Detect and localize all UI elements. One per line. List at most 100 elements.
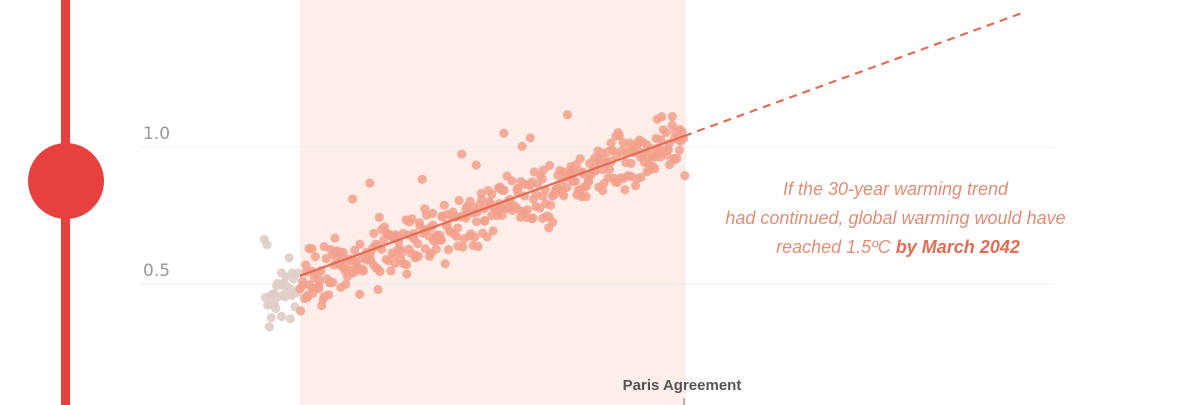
trend-line-projection — [683, 12, 1023, 138]
data-point-early — [262, 239, 272, 250]
data-point — [413, 239, 423, 249]
data-point — [657, 112, 667, 122]
data-point-early — [271, 303, 281, 314]
data-point — [537, 174, 547, 184]
data-point — [650, 164, 660, 174]
data-point — [605, 164, 615, 174]
data-point — [373, 284, 383, 295]
data-point — [431, 244, 441, 254]
data-point — [301, 260, 311, 270]
data-point — [295, 306, 306, 316]
data-point — [598, 186, 608, 196]
data-point — [575, 154, 585, 164]
data-point — [457, 149, 467, 159]
data-point — [341, 279, 351, 290]
data-point — [451, 231, 461, 242]
data-point — [315, 275, 325, 286]
annotation-highlight: by March 2042 — [896, 237, 1020, 257]
data-point — [453, 223, 463, 233]
data-point — [544, 160, 555, 171]
y-tick-label-1.0: 1.0 — [143, 124, 170, 144]
data-point — [470, 232, 480, 242]
y-tick-label-0.5: 0.5 — [143, 261, 170, 281]
data-point — [522, 205, 532, 215]
data-point-early — [280, 272, 291, 282]
data-point — [350, 245, 360, 255]
data-point — [477, 194, 487, 205]
data-point — [365, 178, 375, 188]
data-point — [355, 289, 365, 299]
data-point-early — [266, 312, 276, 323]
data-point — [454, 195, 464, 206]
data-point — [440, 259, 450, 269]
data-point — [338, 247, 348, 258]
data-point — [525, 133, 535, 143]
data-point — [667, 112, 677, 122]
data-point — [499, 185, 509, 195]
data-point — [386, 266, 396, 276]
data-point — [348, 194, 358, 204]
data-point — [661, 127, 671, 138]
data-point — [307, 244, 317, 254]
timeline-marker[interactable] — [28, 143, 104, 219]
data-point — [517, 141, 527, 151]
data-point — [443, 244, 454, 255]
data-point — [355, 239, 365, 249]
data-point — [548, 217, 558, 227]
data-point — [487, 189, 497, 199]
data-point — [630, 181, 641, 191]
data-point — [562, 110, 573, 120]
data-point — [562, 182, 572, 193]
data-point — [402, 269, 412, 279]
data-point — [559, 191, 569, 201]
data-point — [428, 208, 438, 218]
data-point-early — [276, 311, 287, 322]
data-point — [636, 172, 646, 182]
data-point — [626, 158, 636, 168]
data-point-early — [284, 253, 294, 263]
annotation-text: If the 30-year warming trend had continu… — [725, 179, 1070, 257]
annotation-line-2: had continued, global warming would have — [725, 208, 1065, 228]
data-point — [528, 213, 538, 223]
data-point — [546, 200, 556, 210]
data-point — [369, 228, 379, 239]
data-point — [321, 254, 331, 264]
data-point — [374, 212, 384, 223]
data-point-early — [264, 322, 274, 332]
data-point — [397, 248, 407, 258]
event-label-paris-agreement: Paris Agreement — [623, 377, 742, 394]
data-point — [482, 232, 492, 242]
data-point — [499, 128, 509, 138]
data-point — [581, 191, 591, 202]
data-point — [606, 138, 616, 148]
data-point — [674, 145, 685, 155]
data-point — [473, 241, 483, 252]
data-point — [480, 216, 490, 226]
data-point — [471, 160, 481, 170]
data-point — [417, 174, 427, 184]
data-point — [497, 210, 507, 220]
data-point — [401, 260, 412, 270]
data-point — [458, 242, 468, 252]
data-point — [472, 217, 482, 227]
data-point — [324, 290, 334, 300]
data-point — [538, 165, 548, 175]
data-point-early — [285, 314, 295, 324]
data-point — [570, 176, 581, 186]
data-point — [507, 176, 517, 186]
data-point — [439, 200, 449, 210]
scatter-points — [259, 110, 690, 332]
data-point — [680, 171, 690, 181]
data-point — [328, 277, 338, 287]
data-point — [488, 226, 498, 236]
annotation-line-1: If the 30-year warming trend — [783, 179, 1009, 199]
data-point — [330, 233, 340, 243]
trend-line-solid — [299, 135, 685, 277]
data-point — [375, 267, 385, 277]
data-point — [620, 185, 630, 195]
data-point — [413, 251, 423, 261]
data-point — [310, 252, 320, 262]
data-point — [614, 130, 624, 141]
data-point — [436, 235, 447, 245]
